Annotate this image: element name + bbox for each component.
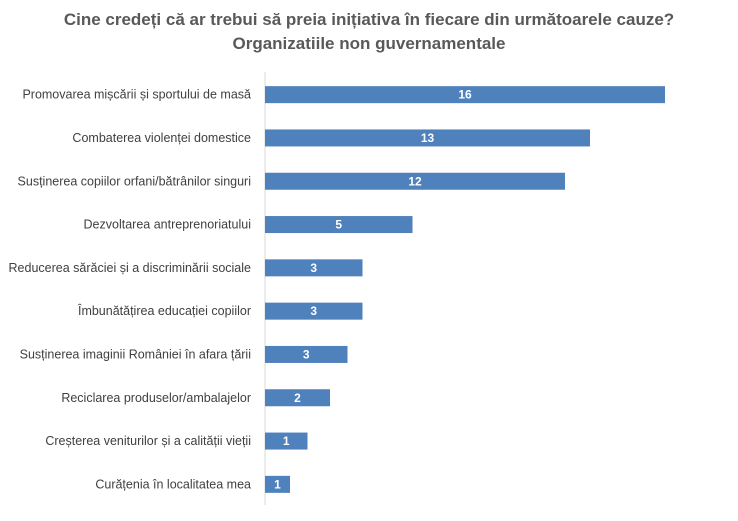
- bar: [265, 216, 413, 234]
- chart-title: Cine credeți că ar trebui să preia iniți…: [63, 10, 675, 29]
- bars-group: Promovarea mișcării și sportului de masă…: [9, 86, 665, 493]
- category-label: Promovarea mișcării și sportului de masă: [22, 88, 251, 102]
- bar: [265, 302, 363, 320]
- category-label: Dezvoltarea antreprenoriatului: [84, 218, 251, 232]
- bar: [265, 172, 565, 190]
- category-label: Îmbunătățirea educației copiilor: [77, 303, 251, 318]
- data-label: 12: [408, 174, 422, 188]
- data-label: 13: [421, 131, 435, 145]
- category-label: Susținerea imaginii României în afara ță…: [20, 347, 251, 361]
- category-label: Reducerea sărăciei și a discriminării so…: [9, 261, 252, 275]
- data-label: 1: [274, 477, 281, 491]
- category-label: Combaterea violenței domestice: [72, 131, 251, 145]
- bar: [265, 432, 308, 450]
- data-label: 3: [303, 347, 310, 361]
- bar: [265, 86, 665, 104]
- category-label: Creșterea veniturilor și a calității vie…: [45, 434, 251, 448]
- bar: [265, 389, 330, 407]
- data-label: 1: [283, 434, 290, 448]
- data-label: 2: [294, 391, 301, 405]
- data-label: 5: [335, 218, 342, 232]
- bar: [265, 345, 348, 363]
- bar: [265, 129, 590, 147]
- category-label: Susținerea copiilor orfani/bătrânilor si…: [18, 174, 251, 188]
- category-label: Curățenia în localitatea mea: [95, 477, 251, 491]
- data-label: 3: [310, 304, 317, 318]
- category-label: Reciclarea produselor/ambalajelor: [61, 391, 251, 405]
- bar: [265, 475, 290, 493]
- bar: [265, 259, 363, 277]
- data-label: 3: [310, 261, 317, 275]
- chart-subtitle: Organizatiile non guvernamentale: [232, 34, 506, 53]
- data-label: 16: [458, 88, 472, 102]
